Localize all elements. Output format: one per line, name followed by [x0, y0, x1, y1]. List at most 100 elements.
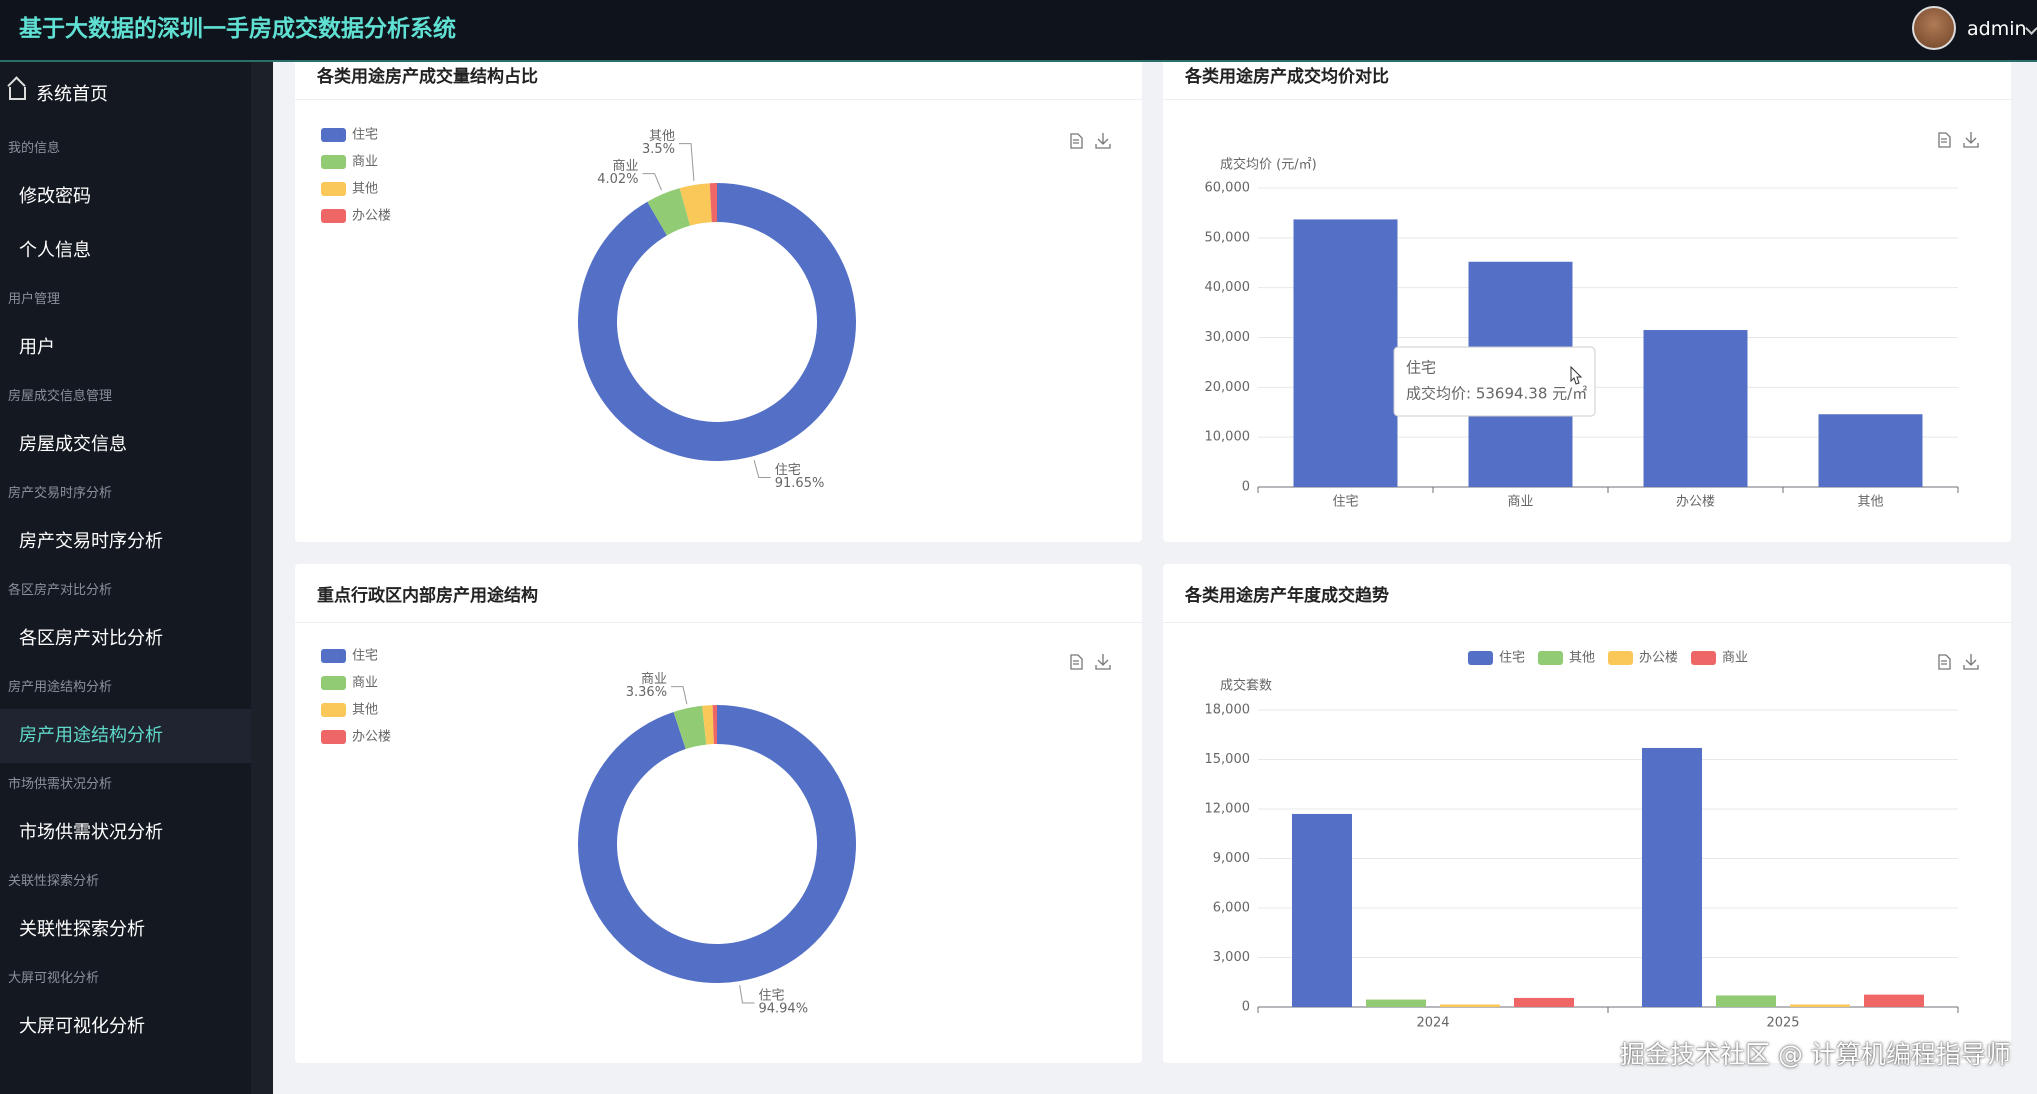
avatar[interactable] — [1912, 6, 1956, 50]
bar — [1716, 995, 1776, 1007]
y-tick-label: 0 — [1242, 1000, 1250, 1015]
bar — [1366, 999, 1426, 1007]
download-icon[interactable] — [1095, 654, 1111, 670]
slice-label-value: 4.02% — [597, 172, 638, 187]
legend-swatch — [321, 182, 346, 196]
slice-label-name: 其他 — [649, 129, 675, 144]
slice-label-value: 3.36% — [626, 685, 667, 700]
menu-item[interactable]: 修改密码 — [19, 186, 91, 207]
save-data-icon[interactable] — [1938, 132, 1951, 148]
user-name[interactable]: admin — [1967, 18, 2027, 40]
menu-group-label: 我的信息 — [8, 141, 61, 156]
x-tick-label: 其他 — [1857, 495, 1883, 510]
sidebar-gutter — [251, 62, 273, 1094]
save-data-icon[interactable] — [1938, 654, 1951, 670]
y-tick-label: 9,000 — [1213, 851, 1250, 866]
menu-group-label: 房产交易时序分析 — [8, 486, 113, 501]
menu-item[interactable]: 房产用途结构分析 — [0, 709, 251, 763]
bar — [1643, 330, 1748, 487]
menu-item[interactable]: 市场供需状况分析 — [19, 822, 163, 843]
bar — [1818, 414, 1923, 487]
menu-group-label: 关联性探索分析 — [8, 874, 100, 889]
card-title: 各类用途房产成交量结构占比 — [295, 50, 1142, 100]
y-tick-label: 0 — [1242, 480, 1250, 495]
pie-slice — [647, 188, 691, 236]
legend-label: 商业 — [352, 155, 378, 170]
chart: 0 10,000 20,000 30,000 40,000 50,000 60,000 成交均… — [1205, 132, 1979, 510]
slice-label-value: 91.65% — [775, 476, 825, 491]
download-icon[interactable] — [1095, 133, 1111, 149]
menu-item[interactable]: 大屏可视化分析 — [19, 1016, 145, 1037]
slice-label-name: 住宅 — [758, 988, 784, 1003]
cursor — [1570, 365, 1583, 385]
legend-swatch[interactable] — [1467, 651, 1493, 665]
x-tick-label: 2025 — [1766, 1016, 1799, 1031]
label-line — [679, 143, 695, 181]
menu-home[interactable]: 系统首页 — [0, 62, 251, 127]
y-tick-label: 40,000 — [1205, 280, 1251, 295]
x-tick-label: 商业 — [1507, 495, 1533, 510]
y-tick-label: 18,000 — [1205, 703, 1251, 718]
tooltip-title: 住宅 — [1406, 359, 1436, 377]
x-tick-label: 住宅 — [1332, 495, 1358, 510]
y-tick-label: 10,000 — [1205, 430, 1251, 445]
label-line — [753, 459, 771, 478]
save-data-icon[interactable] — [1070, 654, 1083, 670]
legend-swatch[interactable] — [1608, 651, 1633, 665]
legend-label: 办公楼 — [352, 209, 391, 224]
bar — [1292, 813, 1352, 1007]
legend-label: 商业 — [352, 676, 378, 691]
chart: 0 3,000 6,000 9,000 12,000 15,000 18,000 成交套数 20… — [1205, 651, 1979, 1031]
legend-swatch[interactable] — [1537, 651, 1563, 665]
legend-swatch — [321, 676, 346, 690]
label-line — [739, 985, 755, 1004]
card-title: 各类用途房产年度成交趋势 — [1163, 564, 2011, 623]
slice-label-value: 94.94% — [758, 1001, 808, 1016]
tooltip-box — [1393, 346, 1596, 417]
tooltip-text: 成交均价: 53694.38 元/㎡ — [1406, 385, 1587, 403]
legend-swatch — [321, 730, 346, 744]
app-title: 基于大数据的深圳一手房成交数据分析系统 — [19, 16, 456, 42]
card-title: 各类用途房产成交均价对比 — [1163, 50, 2011, 100]
legend-label[interactable]: 其他 — [1569, 651, 1595, 666]
sidebar: 系统首页 我的信息 修改密码 个人信息 用户管理 用户 房屋成交信息管理 房屋成交信息 房产交… — [0, 62, 251, 1094]
legend-swatch[interactable] — [1691, 651, 1717, 665]
legend-label[interactable]: 商业 — [1722, 651, 1748, 666]
x-tick-label: 2024 — [1416, 1016, 1449, 1031]
pie-slice — [578, 183, 857, 461]
bar — [1514, 997, 1574, 1007]
menu-item[interactable]: 关联性探索分析 — [19, 919, 145, 940]
chart-card: 各类用途房产年度成交趋势 0 3,000 6,000 9,000 12,000 15,00… — [1163, 564, 2011, 1063]
menu-item[interactable]: 房产交易时序分析 — [19, 531, 163, 552]
y-axis-title: 成交均价 (元/㎡) — [1220, 157, 1317, 173]
home-icon — [9, 87, 26, 100]
y-tick-label: 60,000 — [1205, 181, 1251, 196]
menu-item[interactable]: 各区房产对比分析 — [19, 628, 163, 649]
legend-label: 住宅 — [352, 649, 378, 664]
menu-group-label: 用户管理 — [8, 292, 61, 307]
card-title: 重点行政区内部房产用途结构 — [295, 564, 1142, 623]
legend-label[interactable]: 办公楼 — [1639, 651, 1678, 666]
bar — [1864, 994, 1924, 1007]
slice-label-name: 商业 — [613, 159, 639, 174]
y-axis-title: 成交套数 — [1220, 678, 1272, 694]
pie-slice — [712, 705, 717, 745]
menu-item[interactable]: 用户 — [19, 337, 55, 358]
x-tick-label: 办公楼 — [1676, 495, 1715, 510]
legend-label: 其他 — [352, 703, 378, 718]
menu-item[interactable]: 房屋成交信息 — [19, 434, 127, 455]
menu-item[interactable]: 个人信息 — [19, 240, 91, 261]
legend-swatch — [321, 128, 346, 142]
label-line — [671, 686, 688, 705]
watermark: 掘金技术社区 @ 计算机编程指导师 — [1620, 1040, 2011, 1069]
download-icon[interactable] — [1963, 654, 1979, 670]
menu-group-label: 房产用途结构分析 — [8, 680, 113, 695]
legend-label: 其他 — [352, 182, 378, 197]
legend-label[interactable]: 住宅 — [1499, 651, 1525, 666]
download-icon[interactable] — [1963, 132, 1979, 148]
user-menu-arrow[interactable] — [2025, 22, 2037, 35]
save-data-icon[interactable] — [1070, 133, 1083, 149]
